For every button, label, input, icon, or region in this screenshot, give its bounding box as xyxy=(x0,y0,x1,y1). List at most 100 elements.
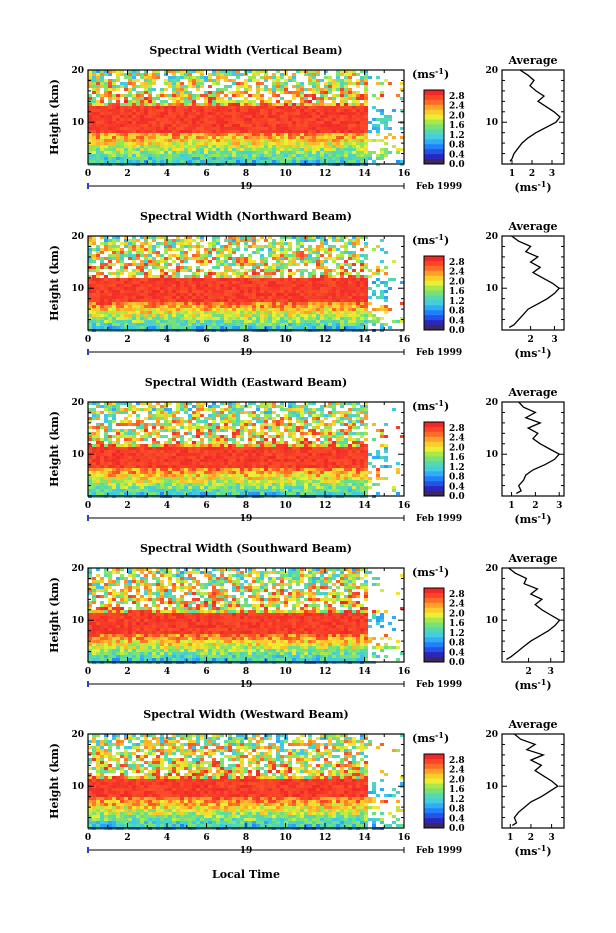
colorbar-segment xyxy=(424,608,444,613)
profile-title: Average xyxy=(507,386,557,399)
colorbar-unit-exp: -1 xyxy=(435,564,444,574)
y-axis-label: Height (km) xyxy=(48,743,61,819)
x-tick-label: 12 xyxy=(319,501,332,511)
colorbar-unit: (ms-1) xyxy=(412,398,449,413)
x-tick-label: 6 xyxy=(203,169,209,179)
colorbar-tick-label: 0.8 xyxy=(449,473,465,483)
x-tick-label: 2 xyxy=(124,833,130,843)
colorbar-segment xyxy=(424,789,444,794)
colorbar-tick-label: 1.2 xyxy=(449,629,465,639)
colorbar-unit: (ms-1) xyxy=(412,66,449,81)
colorbar-segment xyxy=(424,90,444,95)
y-tick-label: 10 xyxy=(71,450,84,460)
colorbar-segment xyxy=(424,803,444,808)
colorbar-segment xyxy=(424,618,444,623)
colorbar-segment xyxy=(424,652,444,657)
x-tick-label: 10 xyxy=(279,833,292,843)
y-tick-label: 10 xyxy=(71,118,84,128)
x-tick-label: 16 xyxy=(398,667,411,677)
colorbar-tick-label: 2.4 xyxy=(449,434,465,444)
colorbar-unit: (ms-1) xyxy=(412,232,449,247)
day-label: 19 xyxy=(240,182,253,192)
panel-3: Spectral Width (Eastward Beam)2010Height… xyxy=(48,376,564,526)
colorbar-tick-label: 2.0 xyxy=(449,111,465,121)
colorbar-segment xyxy=(424,310,444,315)
colorbar-tick-label: 0.0 xyxy=(449,492,465,502)
colorbar-tick-label: 0.4 xyxy=(449,316,465,326)
colorbar-segment xyxy=(424,461,444,466)
profile-line xyxy=(516,402,559,493)
y-axis-label: Height (km) xyxy=(48,577,61,653)
colorbar-tick-label: 0.8 xyxy=(449,141,465,151)
colorbar-tick-label: 2.0 xyxy=(449,443,465,453)
colorbar-segment xyxy=(424,266,444,271)
x-tick-label: 2 xyxy=(124,335,130,345)
profile-x-label-close: ) xyxy=(546,181,551,194)
colorbar-unit-close: ) xyxy=(444,234,449,247)
colorbar-unit-exp: -1 xyxy=(435,66,444,76)
profile-frame xyxy=(502,402,564,496)
colorbar-tick-label: 2.8 xyxy=(449,258,465,268)
colorbar-segment xyxy=(424,779,444,784)
day-label: 19 xyxy=(240,846,253,856)
panel-title: Spectral Width (Westward Beam) xyxy=(143,708,348,721)
x-tick-label: 14 xyxy=(358,169,371,179)
colorbar-tick-label: 2.8 xyxy=(449,756,465,766)
day-label: 19 xyxy=(240,680,253,690)
colorbar-unit: (ms-1) xyxy=(412,564,449,579)
colorbar-tick-label: 1.6 xyxy=(449,121,465,131)
profile-x-label-close: ) xyxy=(546,513,551,526)
x-tick-label: 2 xyxy=(124,501,130,511)
x-tick-label: 12 xyxy=(319,667,332,677)
panel-4: Spectral Width (Southward Beam)2010Heigh… xyxy=(48,542,564,692)
colorbar-tick-label: 0.4 xyxy=(449,648,465,658)
colorbar-segment xyxy=(424,754,444,759)
colorbar-tick-label: 2.8 xyxy=(449,424,465,434)
x-tick-label: 12 xyxy=(319,169,332,179)
colorbar-segment xyxy=(424,422,444,427)
profile-x-label-close: ) xyxy=(546,347,551,360)
colorbar-unit-close: ) xyxy=(444,400,449,413)
colorbar-unit-exp: -1 xyxy=(435,398,444,408)
x-tick-label: 0 xyxy=(85,169,91,179)
colorbar-segment xyxy=(424,291,444,296)
y-tick-label: 10 xyxy=(71,782,84,792)
x-tick-label: 6 xyxy=(203,833,209,843)
colorbar-segment xyxy=(424,637,444,642)
colorbar-tick-label: 0.8 xyxy=(449,639,465,649)
colorbar-tick-label: 1.2 xyxy=(449,795,465,805)
profile-x-tick-label: 2 xyxy=(529,169,535,179)
heatmap-cells xyxy=(88,236,404,332)
colorbar-unit-close: ) xyxy=(444,566,449,579)
profile-x-tick-label: 3 xyxy=(548,667,554,677)
colorbar-segment xyxy=(424,481,444,486)
x-tick-label: 8 xyxy=(243,833,249,843)
x-tick-label: 14 xyxy=(358,667,371,677)
x-tick-label: 8 xyxy=(243,501,249,511)
profile-line xyxy=(512,734,558,825)
colorbar-segment xyxy=(424,281,444,286)
heatmap-cells xyxy=(88,70,404,166)
y-tick-label: 20 xyxy=(71,66,84,76)
x-tick-label: 14 xyxy=(358,833,371,843)
colorbar-segment xyxy=(424,261,444,266)
day-label: 19 xyxy=(240,348,253,358)
date-label: Feb 1999 xyxy=(416,348,462,358)
profile-x-label: (ms-1) xyxy=(514,843,551,858)
y-tick-label: 10 xyxy=(71,616,84,626)
heatmap-cells xyxy=(88,734,404,830)
y-tick-label: 20 xyxy=(71,398,84,408)
profile-y-tick-label: 20 xyxy=(485,730,498,740)
profile-y-tick-label: 20 xyxy=(485,232,498,242)
colorbar-segment xyxy=(424,769,444,774)
heatmap-cells xyxy=(88,568,404,664)
x-tick-label: 4 xyxy=(164,667,170,677)
colorbar-segment xyxy=(424,447,444,452)
profile-y-tick-label: 20 xyxy=(485,564,498,574)
colorbar-unit: (ms-1) xyxy=(412,730,449,745)
profile-x-label-exp: -1 xyxy=(537,843,546,853)
x-tick-label: 0 xyxy=(85,667,91,677)
profile-frame xyxy=(502,236,564,330)
colorbar-segment xyxy=(424,813,444,818)
